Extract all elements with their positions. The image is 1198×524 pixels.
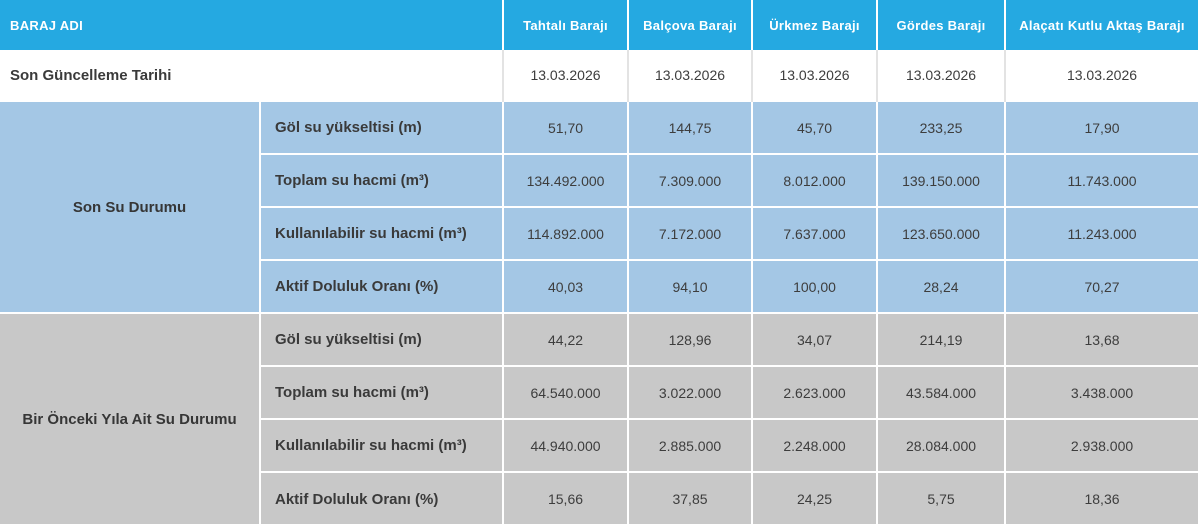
value-cell: 7.309.000: [627, 153, 753, 207]
value-cell: 51,70: [502, 100, 629, 154]
table-row: Aktif Doluluk Oranı (%) 40,03 94,10 100,…: [0, 259, 1198, 313]
column-header-urkmez: Ürkmez Barajı: [751, 0, 878, 50]
update-date-value: 13.03.2026: [751, 50, 878, 101]
table-row: Bir Önceki Yıla Ait Su Durumu Göl su yük…: [0, 312, 1198, 524]
value-cell: 144,75: [627, 100, 753, 154]
section-label-previous-year: Bir Önceki Yıla Ait Su Durumu: [0, 312, 260, 524]
value-cell: 44.940.000: [502, 418, 629, 472]
value-cell: 70,27: [1004, 259, 1198, 313]
value-cell: 24,25: [751, 471, 878, 524]
column-header-gordes: Gördes Barajı: [876, 0, 1006, 50]
value-cell: 128,96: [627, 312, 753, 366]
value-cell: 7.637.000: [751, 206, 878, 260]
table-header-row: BARAJ ADI Tahtalı Barajı Balçova Barajı …: [0, 0, 1198, 50]
value-cell: 233,25: [876, 100, 1006, 154]
metric-label: Kullanılabilir su hacmi (m³): [258, 418, 504, 472]
value-cell: 15,66: [502, 471, 629, 524]
value-cell: 44,22: [502, 312, 629, 366]
table-row: Son Su Durumu Göl su yükseltisi (m) 51,7…: [0, 100, 1198, 313]
column-header-balcova: Balçova Barajı: [627, 0, 753, 50]
section-label-current-status: Son Su Durumu: [0, 100, 260, 313]
value-cell: 2.623.000: [751, 365, 878, 419]
value-cell: 94,10: [627, 259, 753, 313]
metric-label: Aktif Doluluk Oranı (%): [258, 259, 504, 313]
value-cell: 114.892.000: [502, 206, 629, 260]
value-cell: 45,70: [751, 100, 878, 154]
value-cell: 7.172.000: [627, 206, 753, 260]
value-cell: 18,36: [1004, 471, 1198, 524]
value-cell: 139.150.000: [876, 153, 1006, 207]
table-row: Kullanılabilir su hacmi (m³) 114.892.000…: [0, 206, 1198, 260]
value-cell: 2.248.000: [751, 418, 878, 472]
table-row: Kullanılabilir su hacmi (m³) 44.940.000 …: [0, 418, 1198, 472]
update-date-label: Son Güncelleme Tarihi: [0, 50, 504, 101]
value-cell: 64.540.000: [502, 365, 629, 419]
value-cell: 5,75: [876, 471, 1006, 524]
value-cell: 34,07: [751, 312, 878, 366]
update-date-value: 13.03.2026: [627, 50, 753, 101]
value-cell: 11.743.000: [1004, 153, 1198, 207]
value-cell: 17,90: [1004, 100, 1198, 154]
metric-label: Toplam su hacmi (m³): [258, 153, 504, 207]
value-cell: 11.243.000: [1004, 206, 1198, 260]
value-cell: 3.438.000: [1004, 365, 1198, 419]
metric-label: Göl su yükseltisi (m): [258, 312, 504, 366]
value-cell: 13,68: [1004, 312, 1198, 366]
value-cell: 123.650.000: [876, 206, 1006, 260]
metric-label: Göl su yükseltisi (m): [258, 100, 504, 154]
update-date-value: 13.03.2026: [502, 50, 629, 101]
value-cell: 40,03: [502, 259, 629, 313]
value-cell: 37,85: [627, 471, 753, 524]
table-row: Aktif Doluluk Oranı (%) 15,66 37,85 24,2…: [0, 471, 1198, 524]
update-date-value: 13.03.2026: [1004, 50, 1198, 101]
column-header-alacati: Alaçatı Kutlu Aktaş Barajı: [1004, 0, 1198, 50]
value-cell: 43.584.000: [876, 365, 1006, 419]
column-header-baraj-adi: BARAJ ADI: [0, 0, 504, 50]
metric-label: Toplam su hacmi (m³): [258, 365, 504, 419]
metric-label: Aktif Doluluk Oranı (%): [258, 471, 504, 524]
table-row: Toplam su hacmi (m³) 134.492.000 7.309.0…: [0, 153, 1198, 207]
value-cell: 28.084.000: [876, 418, 1006, 472]
value-cell: 134.492.000: [502, 153, 629, 207]
value-cell: 214,19: [876, 312, 1006, 366]
metric-label: Kullanılabilir su hacmi (m³): [258, 206, 504, 260]
value-cell: 2.938.000: [1004, 418, 1198, 472]
column-header-tahtali: Tahtalı Barajı: [502, 0, 629, 50]
value-cell: 28,24: [876, 259, 1006, 313]
update-date-row: Son Güncelleme Tarihi 13.03.2026 13.03.2…: [0, 50, 1198, 101]
value-cell: 8.012.000: [751, 153, 878, 207]
update-date-value: 13.03.2026: [876, 50, 1006, 101]
value-cell: 100,00: [751, 259, 878, 313]
value-cell: 2.885.000: [627, 418, 753, 472]
table-row: Toplam su hacmi (m³) 64.540.000 3.022.00…: [0, 365, 1198, 419]
value-cell: 3.022.000: [627, 365, 753, 419]
